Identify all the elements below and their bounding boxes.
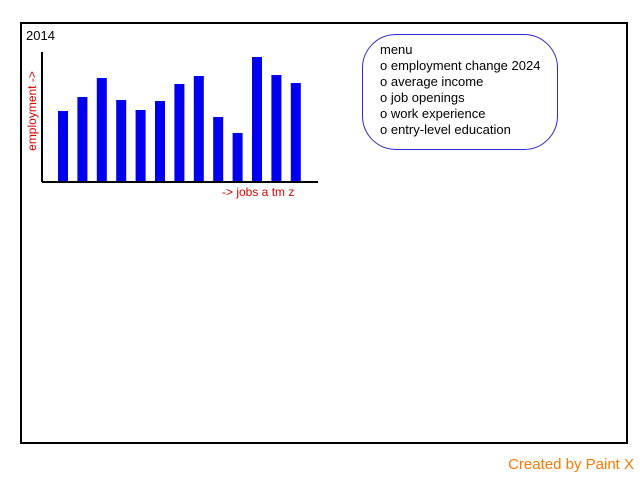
bar-8 — [193, 76, 204, 182]
bar-chart — [41, 52, 318, 183]
bar-12 — [271, 75, 282, 182]
bar-2 — [77, 97, 88, 182]
x-axis-label: -> jobs a tm z — [222, 185, 295, 199]
menu-box: menu o employment change 2024 o average … — [362, 34, 558, 150]
credit-text: Created by Paint X — [508, 456, 634, 473]
menu-item-job-openings[interactable]: o job openings — [380, 90, 465, 105]
y-axis-label: employment -> — [25, 71, 39, 151]
paint-canvas: 2014 employment -> -> jobs a tm z menu o… — [20, 22, 628, 444]
bar-3 — [96, 78, 107, 182]
bar-13 — [290, 83, 301, 182]
menu-title: menu — [380, 42, 413, 57]
menu-item-employment-change[interactable]: o employment change 2024 — [380, 58, 541, 73]
bar-9 — [213, 117, 224, 182]
menu-item-entry-level-education[interactable]: o entry-level education — [380, 122, 511, 137]
bar-5 — [135, 110, 146, 182]
bar-4 — [116, 100, 127, 182]
menu-item-work-experience[interactable]: o work experience — [380, 106, 486, 121]
menu-item-average-income[interactable]: o average income — [380, 74, 484, 89]
bar-7 — [174, 84, 185, 182]
year-label: 2014 — [26, 28, 55, 43]
bar-1 — [58, 111, 68, 182]
bar-10 — [232, 133, 243, 182]
bar-11 — [252, 57, 262, 182]
bar-6 — [155, 101, 165, 182]
